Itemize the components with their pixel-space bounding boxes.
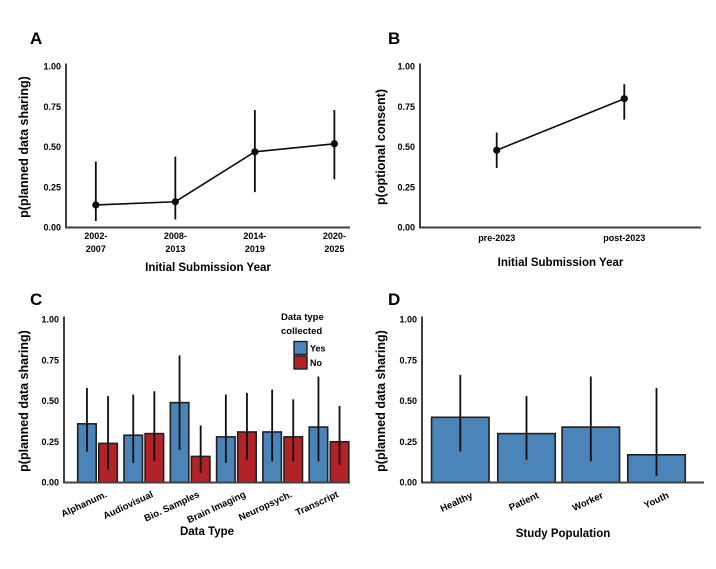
y-tick-label: 0.50 bbox=[43, 142, 61, 152]
legend: Data type collected Yes No bbox=[281, 312, 326, 370]
y-tick-label: 1.00 bbox=[397, 62, 415, 72]
panel-c: C 0.00 0.25 0.50 0.75 1.00 p(planned data sha… bbox=[0, 285, 358, 569]
x-axis-title: Data Type bbox=[180, 526, 234, 538]
legend-swatch bbox=[293, 355, 308, 370]
y-tick-label: 0.50 bbox=[399, 396, 417, 406]
data-point bbox=[251, 148, 259, 156]
y-tick-label: 0.00 bbox=[41, 478, 59, 488]
y-tick-label: 1.00 bbox=[41, 315, 59, 325]
y-tick-label: 0.00 bbox=[399, 478, 417, 488]
x-axis-title: Study Population bbox=[516, 528, 611, 540]
x-tick-label: Healthy bbox=[439, 490, 475, 515]
x-tick-label: Youth bbox=[642, 490, 671, 511]
panel-b-chart: 0.00 0.25 0.50 0.75 1.00 p(optional consent) I… bbox=[374, 62, 701, 269]
y-tick-label: 0.00 bbox=[397, 223, 415, 233]
data-point bbox=[493, 146, 501, 154]
legend-title: Data type bbox=[281, 312, 324, 323]
y-tick-label: 0.00 bbox=[43, 223, 61, 233]
y-tick-label: 0.25 bbox=[41, 437, 59, 447]
x-tick-label: 2025 bbox=[324, 244, 344, 254]
y-tick-label: 0.25 bbox=[399, 437, 417, 447]
x-tick-label: Patient bbox=[507, 490, 541, 514]
x-axis-title: Initial Submission Year bbox=[498, 257, 624, 269]
x-tick-label: 2007 bbox=[86, 244, 106, 254]
legend-swatch bbox=[293, 340, 308, 356]
y-axis-title: p(planned data sharing) bbox=[374, 330, 388, 472]
x-tick-label: Alphanum. bbox=[60, 489, 109, 520]
panel-a-label: A bbox=[30, 29, 43, 48]
y-tick-label: 0.50 bbox=[41, 396, 59, 406]
x-tick-label: Worker bbox=[571, 490, 605, 514]
panel-d: D 0.00 0.25 0.50 0.75 1.00 p(planned data sha… bbox=[358, 285, 716, 569]
data-point bbox=[620, 95, 628, 103]
panel-c-chart: 0.00 0.25 0.50 0.75 1.00 p(planned data shari… bbox=[17, 312, 350, 538]
y-tick-label: 0.75 bbox=[399, 355, 417, 365]
panel-a-chart: 0.00 0.25 0.50 0.75 1.00 p(planned data shari… bbox=[17, 62, 350, 274]
y-axis-title: p(planned data sharing) bbox=[17, 330, 31, 472]
data-point bbox=[171, 198, 179, 206]
legend-label: No bbox=[310, 358, 322, 368]
x-tick-label: pre-2023 bbox=[478, 233, 515, 243]
y-tick-label: 0.75 bbox=[41, 355, 59, 365]
panel-d-label: D bbox=[388, 290, 401, 309]
y-axis-title: p(optional consent) bbox=[374, 89, 388, 205]
x-tick-label: Transcript bbox=[294, 489, 341, 519]
x-tick-label: 2013 bbox=[165, 244, 185, 254]
panel-d-chart: 0.00 0.25 0.50 0.75 1.00 p(planned data shari… bbox=[374, 315, 704, 540]
data-point bbox=[330, 140, 338, 148]
x-tick-label: 2008- bbox=[164, 231, 187, 241]
y-tick-label: 1.00 bbox=[399, 315, 417, 325]
x-axis-title: Initial Submission Year bbox=[145, 262, 271, 274]
x-tick-label: 2002- bbox=[84, 231, 107, 241]
y-tick-label: 0.25 bbox=[43, 182, 61, 192]
x-tick-label: Neuropsych. bbox=[237, 489, 294, 523]
data-point bbox=[92, 201, 100, 209]
y-tick-label: 0.50 bbox=[397, 142, 415, 152]
panel-b: B 0.00 0.25 0.50 0.75 1.00 p(optional consent… bbox=[358, 0, 716, 284]
x-tick-label: 2020- bbox=[323, 231, 346, 241]
y-tick-label: 0.25 bbox=[397, 182, 415, 192]
y-tick-label: 0.75 bbox=[397, 102, 415, 112]
legend-title: collected bbox=[281, 326, 322, 337]
x-tick-label: 2019 bbox=[245, 244, 265, 254]
panel-a: A 0.00 0.25 0.50 0.75 1.00 p(planned data sha… bbox=[0, 0, 358, 284]
panel-c-label: C bbox=[30, 290, 43, 309]
legend-label: Yes bbox=[310, 344, 326, 354]
x-tick-label: post-2023 bbox=[603, 233, 645, 243]
data-line bbox=[95, 142, 335, 206]
y-axis-title: p(planned data sharing) bbox=[17, 76, 31, 218]
panel-b-label: B bbox=[388, 29, 401, 48]
y-tick-label: 0.75 bbox=[43, 102, 61, 112]
x-tick-label: 2014- bbox=[243, 231, 266, 241]
data-line bbox=[496, 97, 625, 151]
y-tick-label: 1.00 bbox=[43, 62, 61, 72]
